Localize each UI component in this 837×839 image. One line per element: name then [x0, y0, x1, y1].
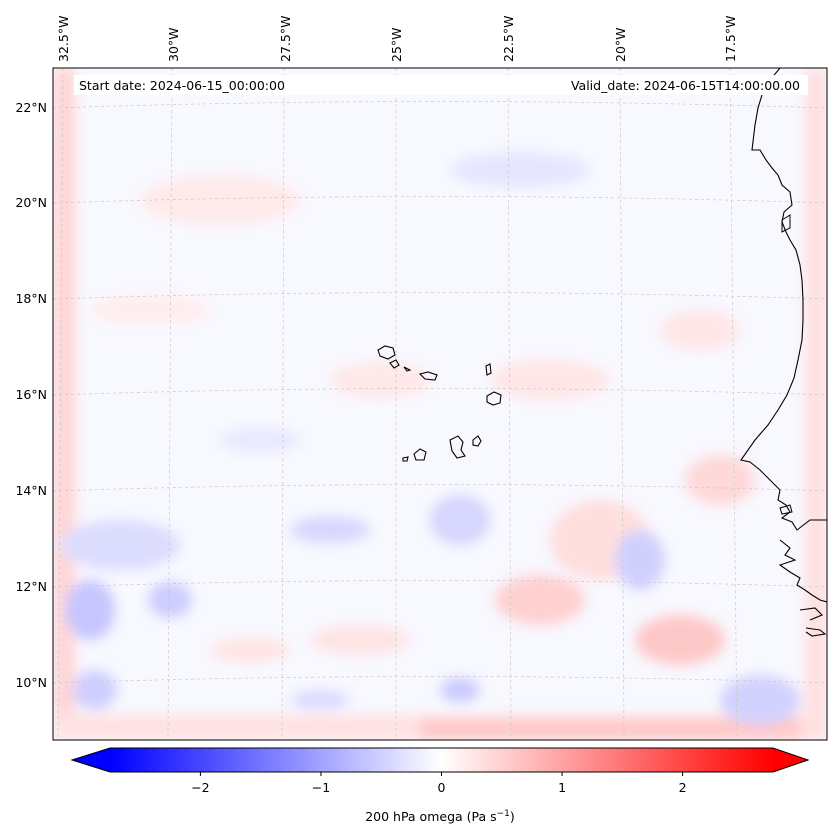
colorbar-label-main: 200 hPa omega (Pa s: [365, 809, 496, 824]
lat-label: 16°N: [15, 387, 47, 402]
africa-coastline: [740, 68, 827, 637]
cape-verde-islands: [377, 345, 502, 462]
colorbar-tick-label: −1: [312, 780, 330, 795]
lon-label: 32.5°W: [56, 16, 71, 62]
map-panel: Start date: 2024-06-15_00:00:00 Valid_da…: [52, 67, 828, 741]
colorbar-ticks: −2 −1 0 1 2: [191, 772, 687, 795]
colorbar-extend-min: [72, 748, 110, 772]
lon-label: 30°W: [166, 27, 181, 62]
colorbar-outline: [70, 747, 810, 773]
colorbar-label-exponent: −1: [497, 809, 510, 819]
colorbar-label: 200 hPa omega (Pa s−1): [365, 809, 515, 824]
date-label-background: [74, 75, 808, 95]
lat-label: 18°N: [15, 291, 47, 306]
colorbar-tick-label: −2: [191, 780, 209, 795]
colorbar-extend-max: [773, 748, 808, 772]
colorbar-tick-label: 1: [558, 780, 566, 795]
colorbar: −2 −1 0 1 2 200 hPa omega (Pa s−1): [70, 747, 810, 824]
colorbar-tick-label: 0: [438, 780, 446, 795]
lon-label: 22.5°W: [501, 16, 516, 62]
colorbar-fill: [110, 748, 773, 772]
map-border: [52, 67, 828, 741]
africa-coast-islets: [779, 214, 793, 515]
lat-label: 20°N: [15, 195, 47, 210]
valid-date-label: Valid_date: 2024-06-15T14:00:00.00: [571, 78, 800, 93]
gridlines: [53, 68, 827, 740]
colorbar-tick-label: 2: [679, 780, 687, 795]
omega-field: [53, 68, 827, 740]
colorbar-label-close: ): [510, 809, 515, 824]
latitude-labels: 22°N 20°N 18°N 16°N 14°N 12°N 10°N: [15, 100, 47, 690]
lat-label: 12°N: [15, 579, 47, 594]
lon-label: 25°W: [389, 27, 404, 62]
lat-label: 10°N: [15, 675, 47, 690]
lon-label: 27.5°W: [278, 16, 293, 62]
lat-label: 22°N: [15, 100, 47, 115]
lat-label: 14°N: [15, 483, 47, 498]
lon-label: 17.5°W: [723, 16, 738, 62]
start-date-label: Start date: 2024-06-15_00:00:00: [79, 78, 285, 93]
longitude-labels: 32.5°W 30°W 27.5°W 25°W 22.5°W 20°W 17.5…: [56, 16, 738, 62]
lon-label: 20°W: [613, 27, 628, 62]
